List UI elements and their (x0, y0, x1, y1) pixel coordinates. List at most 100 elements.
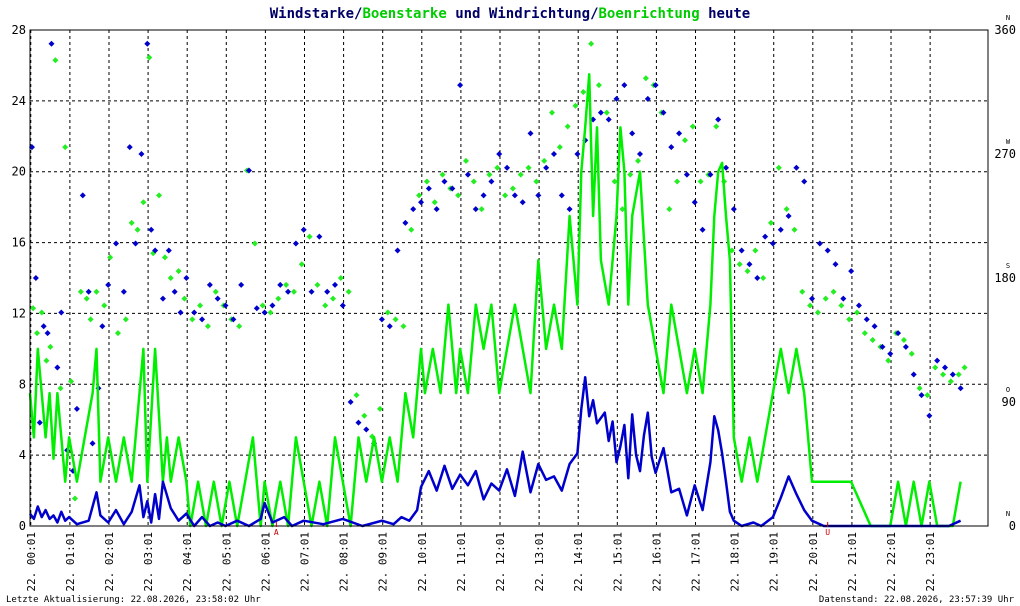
left-tick-label: 0 (19, 519, 26, 533)
wind-direction-point (793, 164, 800, 171)
left-tick-label: 8 (19, 377, 26, 391)
wind-direction-point (144, 40, 151, 47)
wind-direction-point (636, 151, 643, 157)
compass-label: N (1006, 510, 1010, 518)
gust-direction-point (572, 102, 579, 109)
right-tick-label: 90 (1002, 395, 1016, 409)
x-tick-label: 22. 12:01 (494, 532, 507, 592)
wind-direction-point (40, 323, 47, 330)
gust-speed-line (28, 73, 962, 528)
gust-direction-point (814, 309, 821, 316)
gust-direction-point (588, 40, 595, 47)
wind-direction-point (183, 275, 190, 281)
left-tick-label: 12 (12, 306, 26, 320)
gust-direction-point (861, 330, 868, 337)
left-tick-label: 4 (19, 448, 26, 462)
gust-direction-point (533, 178, 540, 185)
gust-direction-point (93, 288, 100, 295)
wind-direction-point (746, 261, 753, 268)
gust-direction-point (290, 288, 297, 295)
wind-direction-point (316, 233, 323, 240)
wind-direction-point (848, 268, 855, 275)
gust-direction-point (107, 254, 114, 261)
x-tick-label: 22. 03:01 (142, 532, 155, 592)
wind-direction-point (394, 247, 401, 254)
wind-direction-point (496, 151, 503, 157)
wind-direction-point (378, 316, 385, 323)
gust-direction-point (752, 247, 759, 254)
gust-direction-point (408, 226, 415, 233)
gust-direction-point (611, 178, 618, 185)
title-boenstarke: Boenstarke (362, 6, 446, 22)
wind-direction-point (73, 405, 80, 412)
gust-direction-point (869, 337, 876, 343)
wind-direction-point (245, 167, 252, 174)
gust-direction-point (140, 199, 147, 206)
gust-direction-point (114, 330, 121, 337)
x-tick-label: 22. 17:01 (690, 532, 703, 592)
wind-direction-point (934, 357, 941, 364)
wind-direction-point (159, 295, 166, 302)
gust-direction-point (43, 357, 50, 364)
wind-direction-point (566, 206, 573, 213)
wind-direction-point (809, 295, 816, 302)
wind-direction-point (926, 412, 933, 419)
wind-direction-point (613, 95, 620, 102)
wind-direction-point (433, 206, 440, 213)
wind-direction-point (699, 226, 706, 233)
wind-direction-point (723, 164, 730, 171)
wind-direction-point (941, 364, 948, 371)
gust-direction-point (87, 316, 94, 323)
wind-direction-point (355, 419, 362, 426)
wind-direction-point (902, 343, 909, 350)
compass-label: O (1006, 386, 1010, 394)
gust-direction-point (525, 164, 532, 171)
wind-direction-point (58, 309, 65, 316)
gust-direction-point (384, 309, 391, 316)
wind-direction-point (285, 288, 292, 295)
gust-direction-point (167, 275, 174, 281)
wind-direction-point (277, 281, 284, 288)
gust-direction-point (204, 323, 211, 330)
x-tick-label: 22. 09:01 (377, 532, 390, 592)
gust-direction-point (760, 275, 767, 281)
gust-direction-point (924, 392, 931, 399)
gust-direction-point (30, 305, 37, 312)
wind-direction-point (99, 323, 106, 330)
wind-direction-point (957, 385, 964, 392)
wind-direction-point (691, 199, 698, 206)
wind-direction-point (132, 240, 139, 247)
left-tick-label: 20 (12, 165, 26, 179)
gust-direction-point (940, 371, 947, 378)
wind-direction-point (48, 40, 55, 47)
title-windstarke: Windstarke/ (270, 6, 363, 22)
x-tick-label: 22. 23:01 (924, 532, 937, 592)
gust-direction-point (541, 157, 548, 164)
gust-direction-point (783, 206, 790, 213)
wind-direction-point (879, 343, 886, 350)
gust-direction-point (146, 54, 153, 61)
chart-title: Windstarke/Boenstarke und Windrichtung/B… (270, 6, 750, 22)
gust-direction-point (306, 233, 313, 240)
gust-direction-point (462, 157, 469, 164)
wind-direction-point (777, 226, 784, 233)
wind-direction-point (386, 323, 393, 330)
wind-direction-point (488, 178, 495, 185)
gust-direction-point (775, 164, 782, 171)
title-heute: heute (700, 6, 751, 22)
wind-direction-point (165, 247, 172, 254)
gust-direction-point (259, 302, 266, 309)
gust-direction-point (517, 171, 524, 178)
gust-direction-point (556, 144, 563, 151)
wind-direction-point (715, 116, 722, 123)
wind-direction-point (105, 281, 112, 288)
wind-direction-point (480, 192, 487, 199)
gust-direction-point (77, 288, 84, 295)
wind-direction-point (269, 302, 276, 309)
wind-direction-point (762, 233, 769, 240)
wind-direction-point (511, 192, 518, 199)
compass-label: N (1006, 14, 1010, 22)
gust-direction-point (38, 309, 45, 316)
